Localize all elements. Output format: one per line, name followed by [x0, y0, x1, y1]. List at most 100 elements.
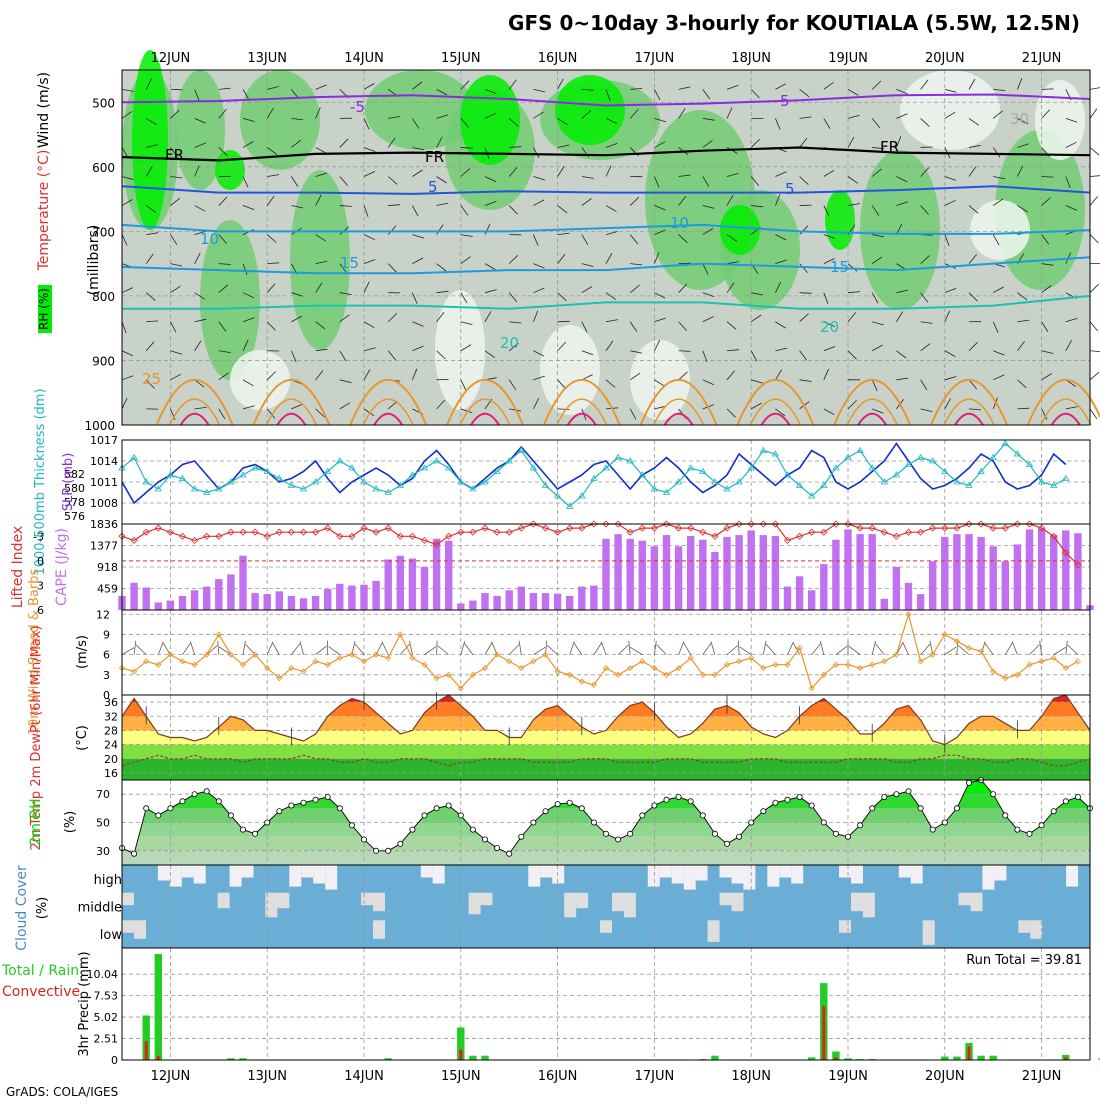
rh2m-marker — [192, 792, 197, 797]
precip-total-bar — [990, 1056, 997, 1060]
rh2m-marker — [870, 806, 875, 811]
rh2m-marker — [482, 837, 487, 842]
precip-tick-label: 7.53 — [94, 990, 119, 1003]
slp-tick-label: 1014 — [90, 455, 118, 468]
wind-barb — [1090, 196, 1098, 205]
cape-bar — [566, 596, 573, 610]
cape-bar — [820, 564, 827, 610]
surface-wind-barb — [740, 647, 752, 655]
rh2m-marker — [567, 800, 572, 805]
surface-wind-barb — [594, 643, 602, 655]
date-tick-bottom: 14JUN — [344, 1069, 384, 1084]
surface-wind-barb — [788, 642, 794, 655]
cape-bar — [953, 534, 960, 610]
cape-bar — [723, 537, 730, 610]
cloud-clear-cell — [851, 865, 863, 884]
cape-bar — [578, 587, 585, 610]
cape-bar — [179, 596, 186, 610]
cape-bar — [844, 529, 851, 610]
rh-shade — [540, 325, 600, 415]
precip-total-legend: Total / Rain — [1, 963, 79, 979]
cloud-clear-cell — [1066, 865, 1078, 887]
rh2m-marker — [882, 794, 887, 799]
surface-wind-barb — [273, 642, 280, 654]
date-tick-top: 12JUN — [151, 51, 191, 66]
rh2m-axis-label: 2m RH — [28, 798, 44, 845]
rh-tick-label: 30 — [96, 845, 110, 858]
cloud-clear-cell — [301, 865, 313, 878]
rh2m-marker — [845, 834, 850, 839]
rh2m-marker — [543, 809, 548, 814]
rh2m-marker — [724, 841, 729, 846]
date-tick-top: 21JUN — [1022, 51, 1062, 66]
surface-wind-barb — [465, 643, 473, 654]
cloud-clear-cell — [373, 893, 385, 912]
surface-wind-barb — [533, 647, 545, 654]
rh2m-marker — [495, 845, 500, 850]
cape-bar — [409, 559, 416, 611]
precip-tick-label: 0 — [111, 1054, 118, 1067]
cloud-clear-cell — [863, 893, 875, 918]
wind-barb — [1090, 322, 1098, 331]
pressure-tick-label: 1000 — [84, 419, 115, 433]
rh-shade — [215, 150, 245, 190]
contour-label: 10 — [670, 214, 689, 232]
precip-convective-bar — [157, 1056, 160, 1060]
rh2m-marker — [1015, 827, 1020, 832]
cape-bar — [264, 594, 271, 610]
surface-wind-barb — [872, 641, 875, 655]
lifted-index-axis-label: Lifted Index — [10, 526, 26, 608]
cape-bar — [1062, 530, 1069, 610]
surface-wind-barb — [812, 644, 821, 655]
wind-barb — [1090, 351, 1100, 352]
cape-tick-label: 1377 — [90, 540, 118, 553]
rh2m-marker — [180, 799, 185, 804]
cloud-clear-cell — [289, 865, 301, 887]
surface-wind-barb — [1066, 641, 1068, 655]
date-tick-bottom: 12JUN — [151, 1069, 191, 1084]
rh-shade — [970, 200, 1030, 260]
surface-wind-barb — [1005, 643, 1012, 655]
cape-bar — [191, 590, 198, 610]
cloud-clear-cell — [1018, 920, 1030, 933]
surface-wind-barb — [122, 648, 134, 655]
cloud-layer-label: low — [100, 928, 123, 943]
cloud-clear-cell — [158, 865, 170, 881]
cloud-layer-label: high — [94, 873, 122, 888]
surface-wind-barb — [836, 646, 847, 654]
cape-bar — [796, 576, 803, 610]
cape-bar — [143, 588, 150, 611]
precip-convective-legend: Convective — [2, 984, 80, 1000]
thickness-axis-label: 1000-500mb Thickness (dm) — [33, 388, 48, 575]
surface-wind-barb — [629, 641, 631, 655]
rh2m-marker — [676, 794, 681, 799]
cape-bar — [893, 567, 900, 610]
wind-tick-label: 3 — [103, 669, 110, 682]
cloud-clear-cell — [170, 865, 182, 887]
contour-label: 20 — [820, 318, 839, 336]
cloud-clear-cell — [373, 920, 385, 939]
cloud-clear-cell — [481, 893, 493, 906]
date-tick-top: 14JUN — [344, 51, 384, 66]
cloud-clear-cell — [732, 893, 744, 912]
cloud-clear-cell — [242, 865, 254, 878]
cape-bar — [554, 594, 561, 610]
rh2m-marker — [132, 851, 137, 856]
wind-barb — [1090, 409, 1097, 419]
cape-bar — [421, 567, 428, 610]
cloud-clear-cell — [660, 865, 672, 878]
precip-convective-bar — [968, 1046, 971, 1060]
rh2m-marker — [1003, 813, 1008, 818]
cape-bar — [1074, 533, 1081, 610]
surface-wind-barb — [316, 646, 327, 655]
wind10m-unit-label: (m/s) — [75, 635, 90, 669]
cape-bar — [990, 546, 997, 610]
surface-wind-barb — [329, 646, 340, 654]
contour-label: 10 — [200, 230, 219, 248]
cape-bar — [506, 590, 513, 610]
surface-wind-barb — [921, 644, 930, 654]
cape-bar — [590, 586, 597, 610]
surface-wind-barb — [903, 642, 909, 655]
cloud-unit-label: (%) — [35, 897, 50, 920]
rh-shade — [720, 205, 760, 255]
